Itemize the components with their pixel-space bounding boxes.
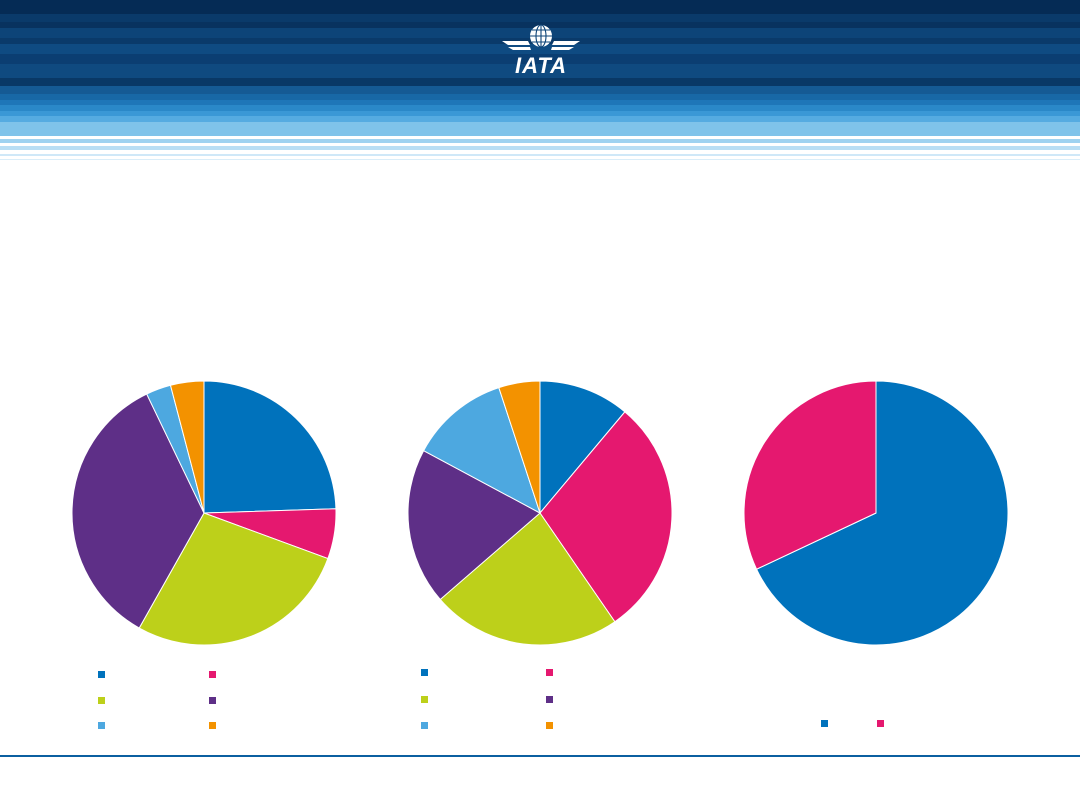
- pie-3-slice-2: [743, 380, 877, 570]
- pie-1-legend-marker-3: [98, 697, 105, 704]
- pie-1-slice-3: [138, 512, 329, 646]
- pie-2-legend-marker-4: [546, 696, 553, 703]
- pie-2-legend-marker-1: [421, 669, 428, 676]
- pie-chart-2: [380, 360, 700, 660]
- pie-1-slice-4: [71, 393, 205, 629]
- pie-chart-3: [716, 360, 1036, 660]
- iata-logo: [502, 24, 580, 50]
- pie-2-slice-2: [539, 411, 673, 623]
- pie-2-slice-5: [422, 386, 541, 515]
- pie-2-legend-marker-5: [421, 722, 428, 729]
- pie-1-legend-marker-6: [209, 722, 216, 729]
- logo-text: IATA: [514, 53, 568, 78]
- pie-2-slice-1: [539, 380, 626, 515]
- pie-3-legend-marker-1: [821, 720, 828, 727]
- pie-2-legend-marker-6: [546, 722, 553, 729]
- pie-2-slice-6: [498, 380, 541, 514]
- pie-1-legend-marker-2: [209, 671, 216, 678]
- pie-1-legend-marker-4: [209, 697, 216, 704]
- pie-1-legend-marker-1: [98, 671, 105, 678]
- pie-1-slice-1: [203, 380, 337, 514]
- pie-chart-1: [44, 360, 364, 660]
- pie-3-legend-marker-2: [877, 720, 884, 727]
- pie-chart-2-svg: [407, 380, 673, 646]
- header-banner: IATA: [0, 0, 1080, 162]
- pie-2-slice-3: [439, 512, 616, 646]
- pie-2-legend-marker-3: [421, 696, 428, 703]
- pie-chart-3-svg: [743, 380, 1009, 646]
- pie-2-slice-4: [407, 449, 541, 601]
- pie-1-slice-6: [169, 380, 205, 514]
- pie-3-slice-1: [755, 380, 1009, 646]
- footer-divider: [0, 755, 1080, 757]
- pie-chart-1-svg: [71, 380, 337, 646]
- pie-1-legend-marker-5: [98, 722, 105, 729]
- pie-2-legend-marker-2: [546, 669, 553, 676]
